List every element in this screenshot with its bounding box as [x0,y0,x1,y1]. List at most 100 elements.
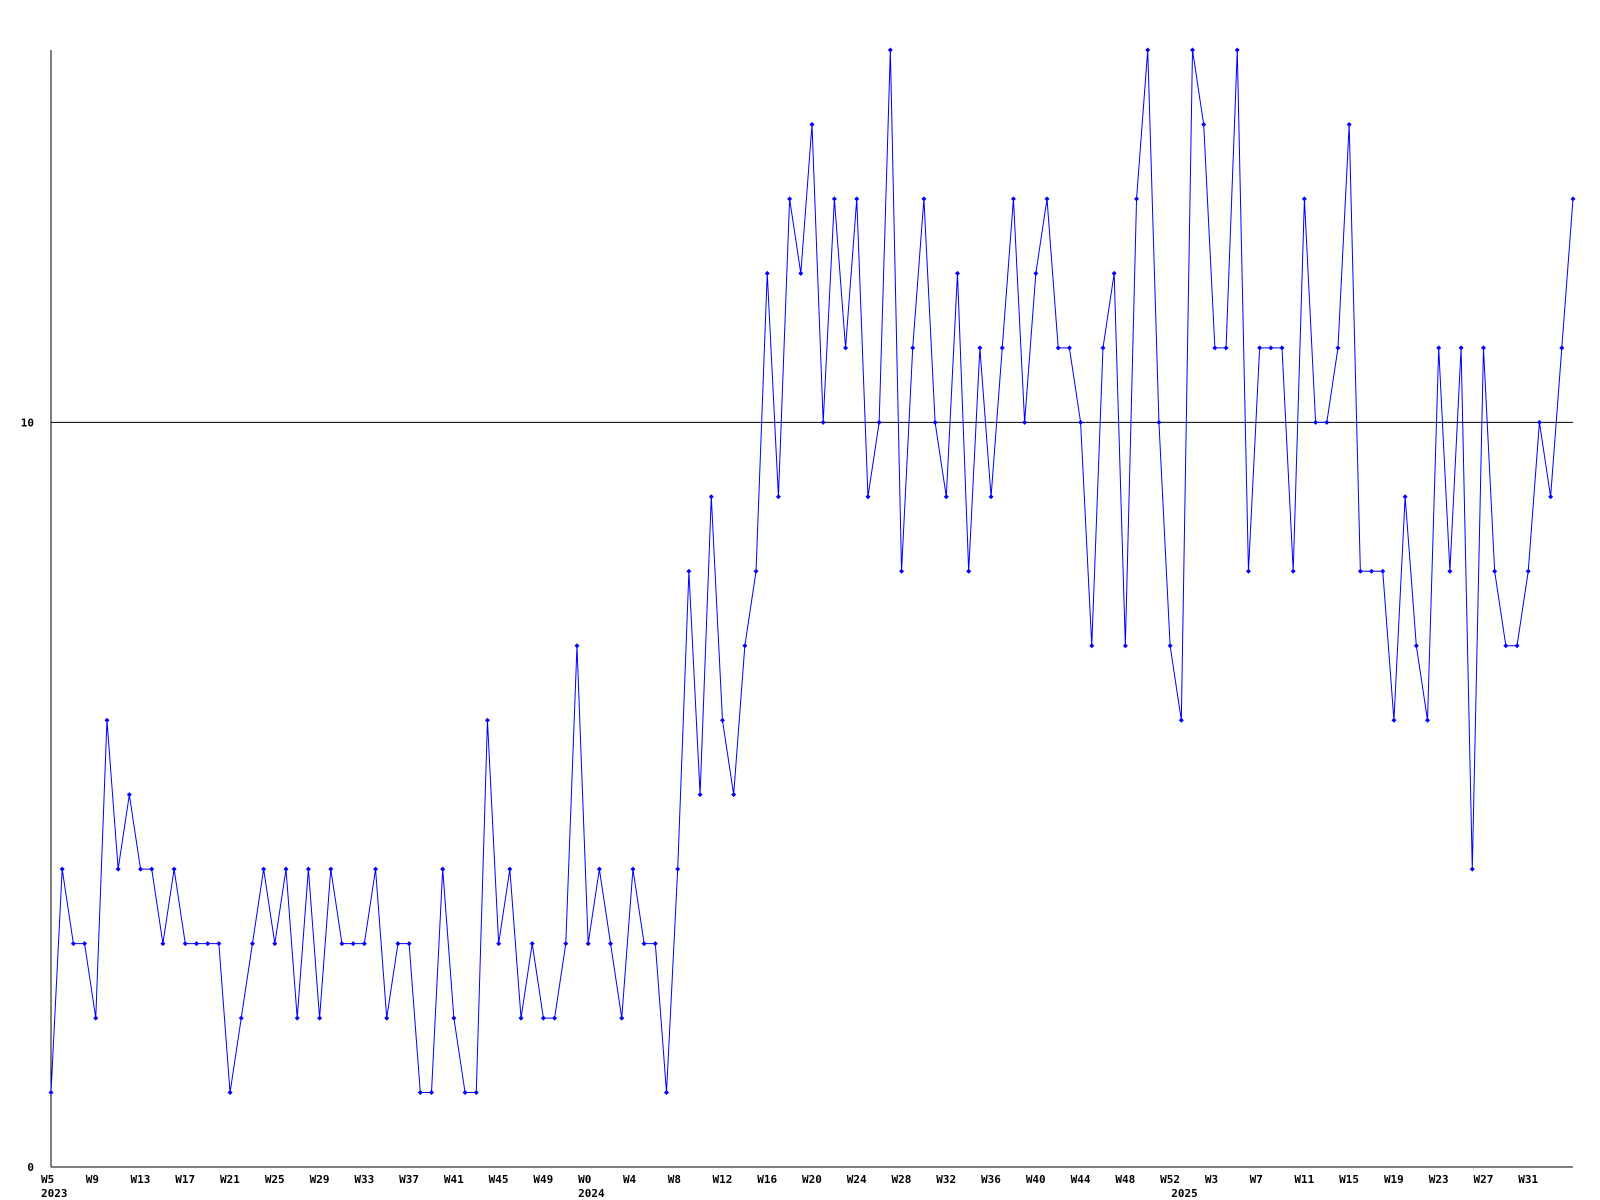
point [138,866,144,872]
point [753,568,759,574]
point [205,941,211,947]
point [630,866,636,872]
point [1033,270,1039,276]
point [910,345,916,351]
x-tick-label: W37 [399,1173,419,1186]
point [451,1015,457,1021]
point [887,47,893,53]
x-tick-label: W40 [1026,1173,1046,1186]
point [384,1015,390,1021]
point [1122,643,1128,649]
x-tick-label: W9 [86,1173,99,1186]
point [619,1015,625,1021]
point [328,866,334,872]
point [126,792,132,798]
x-group-label: 2024 [578,1187,605,1200]
point [529,941,535,947]
point [1022,419,1028,425]
x-tick-label: W3 [1205,1173,1218,1186]
point [1212,345,1218,351]
point [563,941,569,947]
point [171,866,177,872]
point [585,941,591,947]
point [339,941,345,947]
point [977,345,983,351]
point [1290,568,1296,574]
x-tick-label: W21 [220,1173,240,1186]
point [1078,419,1084,425]
point [1111,270,1117,276]
point [1503,643,1509,649]
point [507,866,513,872]
point [417,1090,423,1096]
point [484,717,490,723]
point [1559,345,1565,351]
x-group-label: 2023 [41,1187,68,1200]
point [261,866,267,872]
x-tick-label: W41 [444,1173,464,1186]
point [1492,568,1498,574]
point [238,1015,244,1021]
point [406,941,412,947]
point [1190,47,1195,53]
point [1548,494,1554,500]
x-tick-label: W25 [265,1173,285,1186]
x-tick-label: W17 [175,1173,195,1186]
x-tick-label: W19 [1384,1173,1404,1186]
point [317,1015,323,1021]
point [496,941,502,947]
point [59,866,65,872]
point [1257,345,1263,351]
x-tick-label: W16 [757,1173,777,1186]
point [1357,568,1363,574]
point [373,866,379,872]
point [1089,643,1095,649]
y-tick-label: 10 [21,416,34,429]
y-tick-label: 0 [27,1161,34,1174]
point [1391,717,1397,723]
point [775,494,781,500]
point [1458,345,1464,351]
x-tick-label: W31 [1518,1173,1538,1186]
point [462,1090,468,1096]
point [1134,196,1140,202]
point [70,941,76,947]
line [50,49,1574,1094]
x-tick-label: W33 [354,1173,374,1186]
point [473,1090,479,1096]
point [1536,419,1542,425]
point [1279,345,1285,351]
point [1413,643,1419,649]
point [540,1015,546,1021]
point [820,419,826,425]
point [719,717,725,723]
x-tick-label: W7 [1250,1173,1263,1186]
point [1525,568,1531,574]
point [1145,47,1151,53]
point [160,941,166,947]
point [943,494,949,500]
point [574,643,580,649]
point [865,494,871,500]
x-tick-label: W52 [1160,1173,1180,1186]
point [1369,568,1375,574]
x-tick-label: W27 [1473,1173,1493,1186]
point [1201,121,1207,127]
point [1402,494,1408,500]
point [1234,47,1240,53]
point [429,1090,434,1096]
point [1156,419,1162,425]
point [1223,345,1229,351]
point [697,792,703,798]
point [1301,196,1307,202]
point [1480,345,1486,351]
point [932,419,938,425]
x-tick-label: W23 [1429,1173,1449,1186]
point [731,792,737,798]
point [294,1015,300,1021]
point [182,941,188,947]
point [1044,196,1050,202]
point [966,568,972,574]
point [1178,717,1184,723]
x-tick-label: W12 [712,1173,732,1186]
